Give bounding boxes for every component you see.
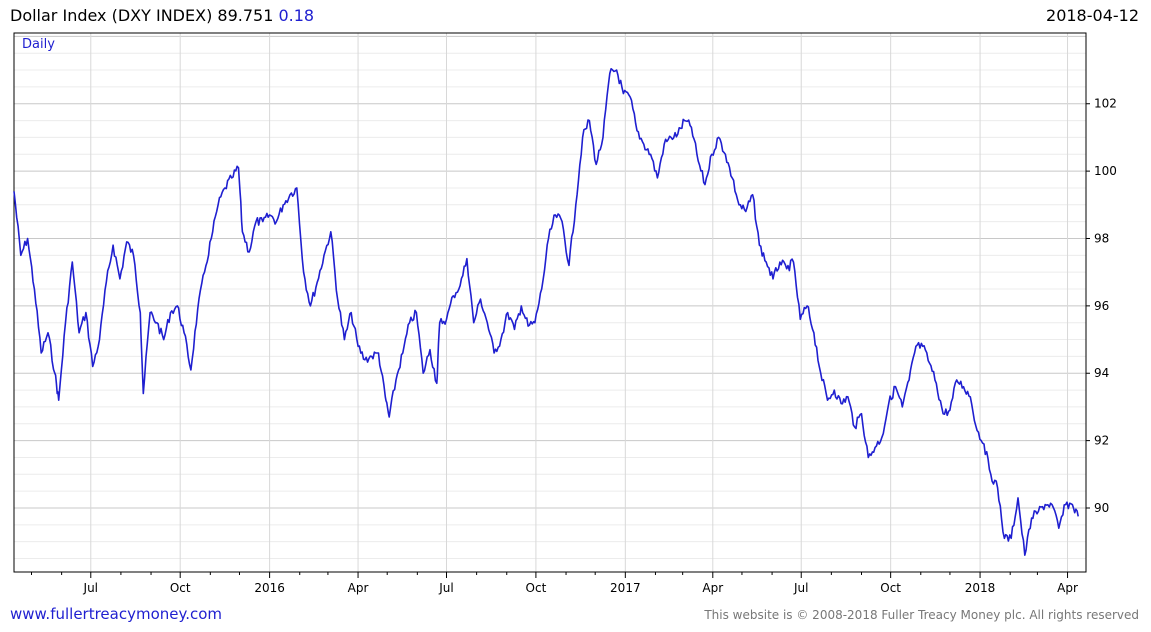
x-tick-label: 2016 <box>254 581 285 595</box>
y-tick-label: 92 <box>1094 434 1109 448</box>
series-line <box>13 68 1079 556</box>
x-tick-label: Jul <box>83 581 98 595</box>
y-tick-label: 96 <box>1094 299 1109 313</box>
y-tick-label: 90 <box>1094 501 1109 515</box>
y-tick-label: 100 <box>1094 164 1117 178</box>
plot-frame <box>13 32 1087 573</box>
x-tick-label: Oct <box>880 581 901 595</box>
x-tick-label: 2017 <box>610 581 641 595</box>
y-tick-label: 98 <box>1094 231 1109 245</box>
last-value: 89.751 <box>217 6 274 25</box>
y-axis: 90 92 94 96 98 100 102 <box>1086 97 1117 515</box>
x-tick-label: Apr <box>702 581 723 595</box>
x-tick-label: Oct <box>170 581 191 595</box>
x-tick-label: Oct <box>526 581 547 595</box>
as-of-date: 2018-04-12 <box>1046 6 1139 25</box>
frequency-label: Daily <box>22 37 55 52</box>
chart-title: Dollar Index (DXY INDEX) 89.751 0.18 <box>10 6 314 25</box>
grid <box>14 33 1086 572</box>
website-link[interactable]: www.fullertreacymoney.com <box>10 605 223 623</box>
x-axis: Jul Oct 2016 Apr Jul Oct 2017 Apr Jul Oct 2018 Apr <box>30 572 1078 595</box>
y-tick-label: 102 <box>1094 97 1117 111</box>
title-text: Dollar Index (DXY INDEX) <box>10 6 213 25</box>
change-value: 0.18 <box>278 6 315 25</box>
x-tick-label: 2018 <box>965 581 996 595</box>
x-tick-label: Apr <box>1057 581 1078 595</box>
x-tick-label: Jul <box>438 581 453 595</box>
x-tick-label: Jul <box>793 581 808 595</box>
y-tick-label: 94 <box>1094 366 1109 380</box>
copyright-notice: This website is © 2008-2018 Fuller Treac… <box>704 608 1139 622</box>
x-tick-label: Apr <box>348 581 369 595</box>
